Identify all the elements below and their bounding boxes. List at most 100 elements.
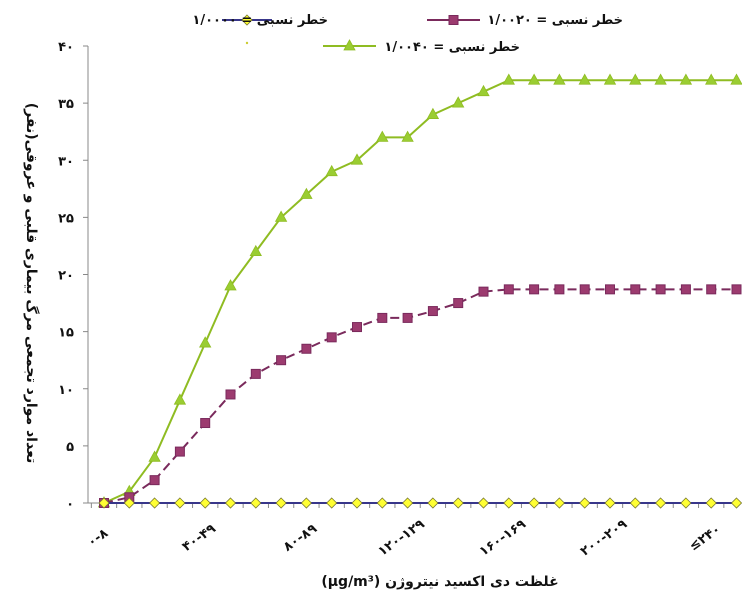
y-tick-label: ۴۰ [58, 40, 74, 55]
data-point-diamond [528, 497, 540, 509]
data-point-square [225, 389, 236, 400]
data-point-square [706, 284, 717, 295]
data-point-square [149, 475, 160, 486]
data-point-diamond [402, 497, 414, 509]
data-point-square [174, 446, 185, 457]
y-tick-label: ۱۰ [58, 383, 74, 398]
x-tick-label: ۱۲۰-۱۲۹ [376, 517, 428, 560]
data-point-diamond [553, 497, 565, 509]
data-point-square [453, 298, 464, 309]
data-point-diamond [351, 497, 363, 509]
data-point-square [200, 418, 211, 429]
data-point-diamond [730, 497, 742, 509]
data-point-diamond [629, 497, 641, 509]
data-point-diamond [98, 497, 110, 509]
series-3 [97, 73, 742, 508]
legend-artifact [245, 41, 249, 45]
x-tick-label: ۸۰-۸۹ [281, 521, 320, 555]
data-point-diamond [376, 497, 388, 509]
x-tick-label: ≤۲۴۰ [687, 522, 724, 554]
data-point-triangle [477, 84, 490, 97]
legend-item: خطر نسبی = ۱/۰۰۲۰ [427, 13, 623, 28]
data-point-square [427, 306, 438, 317]
data-point-diamond [604, 497, 616, 509]
data-point-diamond [300, 497, 312, 509]
data-point-triangle [679, 73, 693, 85]
x-tick-label: ۴۰-۴۹ [180, 521, 219, 555]
data-point-diamond [452, 497, 464, 509]
series-line [103, 79, 737, 504]
legend-label: خطر نسبی = ۱/۰۰۰۰ [192, 13, 328, 28]
data-point-triangle [343, 39, 356, 51]
data-point-square [554, 284, 565, 295]
data-point-triangle [224, 279, 237, 291]
y-tick-label: ۳۰ [58, 154, 74, 169]
data-point-triangle [325, 164, 338, 177]
data-point-diamond [503, 497, 515, 509]
data-point-diamond [705, 497, 717, 509]
data-point-triangle [249, 244, 262, 257]
legend-label: خطر نسبی = ۱/۰۰۲۰ [487, 13, 623, 28]
y-tick-label: ۳۵ [58, 97, 74, 112]
y-tick-label: ۵ [66, 440, 74, 455]
y-axis-title: تعداد موارد تجمعی مرگ بیماری قلبی و عروق… [23, 103, 40, 463]
x-tick-label: ۱۶۰-۱۶۹ [477, 517, 529, 560]
data-point-square [680, 284, 691, 295]
series-line [103, 288, 737, 504]
data-point-diamond [174, 497, 186, 509]
data-point-square [731, 284, 742, 295]
data-point-triangle [173, 393, 187, 405]
data-point-triangle [578, 73, 591, 85]
legend-item: خطر نسبی = ۱/۰۰۰۰ [192, 13, 328, 28]
data-point-square [448, 15, 459, 25]
data-point-diamond [579, 497, 591, 509]
series-2 [99, 284, 742, 508]
data-point-triangle [553, 73, 566, 85]
data-point-triangle [629, 73, 642, 85]
data-point-square [377, 312, 388, 323]
data-point-diamond [250, 497, 262, 509]
data-point-triangle [730, 73, 742, 85]
data-point-triangle [376, 130, 389, 142]
data-point-square [276, 355, 287, 366]
data-point-triangle [502, 73, 515, 85]
data-point-diamond [427, 497, 439, 509]
data-point-diamond [123, 497, 135, 509]
data-point-triangle [350, 153, 364, 165]
y-tick-label: ۲۰ [58, 269, 74, 284]
data-point-square [402, 312, 413, 323]
series-1 [98, 497, 742, 509]
data-point-diamond [199, 497, 211, 509]
y-tick-label: ۱۵ [58, 326, 74, 341]
data-point-triangle [426, 107, 440, 119]
data-point-triangle [401, 130, 414, 142]
data-point-triangle [148, 450, 161, 462]
data-point-square [250, 368, 261, 379]
data-point-diamond [224, 497, 237, 509]
x-tick-label: ۲۰۰-۲۰۹ [578, 517, 630, 560]
data-point-triangle [452, 96, 465, 108]
data-point-diamond [680, 497, 692, 509]
data-point-triangle [300, 187, 313, 199]
legend-item: خطر نسبی = ۱/۰۰۴۰ [323, 39, 520, 55]
data-point-square [605, 284, 615, 295]
legend-label: خطر نسبی = ۱/۰۰۴۰ [384, 40, 520, 55]
y-tick-label: ۲۵ [58, 211, 74, 226]
data-point-square [630, 284, 641, 295]
data-point-diamond [275, 497, 287, 509]
data-point-diamond [477, 497, 490, 509]
data-point-triangle [603, 73, 617, 85]
data-point-square [579, 284, 590, 295]
x-axis-title: (µg/m³) غلظت دی اکسید نیتروژن [321, 574, 558, 590]
x-tick-label: ۰-۸ [85, 526, 111, 551]
data-point-square [352, 322, 362, 333]
data-point-diamond [149, 497, 161, 509]
data-point-diamond [241, 14, 253, 26]
data-point-square [301, 343, 312, 354]
data-point-square [655, 284, 666, 295]
data-point-square [478, 286, 489, 297]
data-point-diamond [326, 497, 338, 509]
data-point-square [503, 284, 514, 295]
